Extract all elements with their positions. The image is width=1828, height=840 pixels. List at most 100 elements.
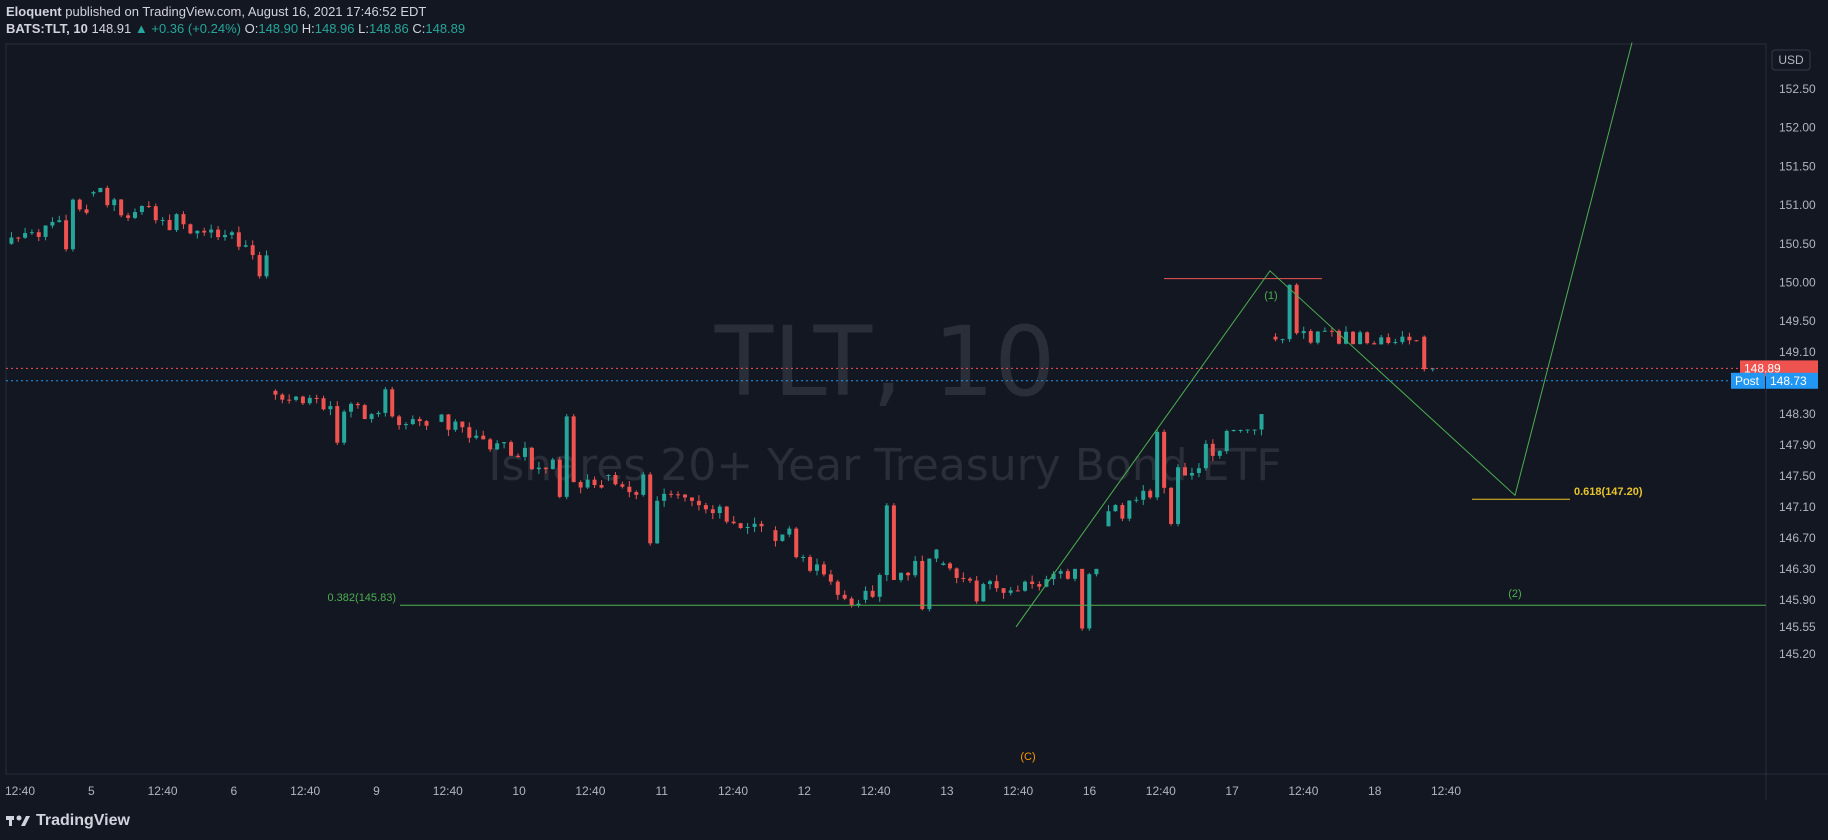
candle-body (236, 232, 241, 247)
drawings-layer: 0.382(145.83) 0.618(147.20) (C) (1) (2) (6, 42, 1766, 763)
price-tick-label: 147.50 (1779, 469, 1816, 483)
candle-body (1058, 571, 1063, 574)
price-tick-label: 146.70 (1779, 531, 1816, 545)
open-label: O: (244, 21, 259, 36)
candle-body (174, 214, 179, 231)
candle-body (153, 206, 158, 221)
candle-body (1393, 342, 1398, 344)
candle-body (1344, 331, 1348, 344)
brand-name: TradingView (36, 812, 130, 829)
candle-body (1030, 581, 1035, 585)
candle-body (257, 255, 262, 277)
candle-body (287, 399, 292, 401)
candle-body (1183, 467, 1187, 476)
candle-body (1162, 431, 1167, 488)
candle-body (133, 212, 137, 218)
candle-body (223, 234, 227, 238)
candle-body (1141, 490, 1146, 500)
time-tick-label: 12:40 (148, 784, 178, 798)
publish-line: Eloquent published on TradingView.com, A… (6, 4, 426, 19)
candle-body (1203, 443, 1208, 469)
tradingview-logo-icon (6, 815, 30, 826)
candle-body (731, 521, 736, 524)
candle-body (689, 497, 694, 501)
candle-body (9, 237, 14, 244)
time-tick-label: 12:40 (575, 784, 605, 798)
tradingview-brand[interactable]: TradingView (6, 812, 130, 830)
candle-body (446, 414, 451, 430)
candle-body (112, 199, 117, 206)
price-tick-label: 152.00 (1779, 121, 1816, 135)
candle-body (703, 505, 708, 510)
candle-body (342, 411, 347, 443)
candle-body (369, 414, 374, 420)
open-value: 148.90 (258, 21, 299, 36)
candle-body (280, 394, 285, 400)
candle-body (787, 528, 792, 535)
candle-body (1044, 579, 1049, 587)
candle-body (84, 209, 89, 213)
price-tick-label: 151.50 (1779, 159, 1816, 173)
candle-body (167, 219, 172, 231)
candle-body (1080, 568, 1085, 629)
candle-body (1155, 431, 1160, 498)
candle-body (655, 500, 660, 544)
time-tick-label: 11 (655, 784, 668, 798)
candle-body (988, 581, 992, 585)
candle-body (243, 245, 248, 247)
currency-button[interactable]: USD (1771, 49, 1811, 71)
candle-body (529, 447, 534, 470)
candle-body (43, 225, 48, 237)
candle-body (126, 215, 131, 218)
candle-body (1400, 336, 1405, 343)
candle-body (620, 484, 625, 487)
candle-body (195, 230, 200, 234)
candle-body (16, 237, 21, 239)
candle-body (974, 580, 979, 602)
low-value: 148.86 (368, 21, 409, 36)
candle-body (934, 549, 939, 559)
candle-body (606, 475, 611, 477)
published-info: published on TradingView.com, August 16,… (65, 4, 427, 19)
candle-body (397, 416, 402, 426)
candle-body (696, 500, 701, 506)
candle-body (1134, 499, 1139, 501)
candle-body (403, 424, 408, 426)
candle-body (1301, 331, 1306, 334)
high-value: 148.96 (314, 21, 355, 36)
candle-body (70, 199, 75, 250)
candle-body (1414, 340, 1419, 342)
candle-body (467, 427, 472, 438)
wave-label-2: (2) (1508, 588, 1521, 600)
candle-body (1294, 284, 1299, 334)
candle-body (578, 482, 583, 488)
time-tick-label: 18 (1368, 784, 1382, 798)
candle-body (105, 187, 110, 206)
candle-body (1051, 573, 1056, 580)
candle-body (273, 390, 278, 395)
time-axis[interactable]: 12:40 5 12:40 6 12:40 9 12:40 10 12:40 11 12:40 12 1… (5, 784, 1461, 798)
price-tick-label: 147.10 (1779, 500, 1816, 514)
candle-body (1106, 511, 1111, 527)
candle-body (376, 412, 381, 415)
candle-body (474, 435, 479, 438)
candle-body (856, 603, 861, 606)
candle-body (1087, 574, 1092, 629)
symbol-name[interactable]: BATS:TLT, 10 (6, 21, 88, 36)
author-name[interactable]: Eloquent (6, 4, 62, 19)
candle-body (961, 577, 966, 579)
candle-body (954, 568, 959, 578)
post-label: Post (1735, 374, 1760, 388)
candle-body (216, 229, 221, 238)
candle-body (1336, 330, 1341, 344)
candle-body (64, 220, 69, 250)
candle-body (328, 406, 333, 410)
time-tick-label: 5 (88, 784, 95, 798)
candle-body (920, 560, 925, 610)
candle-body (927, 558, 932, 610)
candle-body (981, 584, 986, 602)
candle-body (870, 590, 875, 597)
price-tick-label: 147.90 (1779, 438, 1816, 452)
candle-body (1224, 430, 1229, 452)
